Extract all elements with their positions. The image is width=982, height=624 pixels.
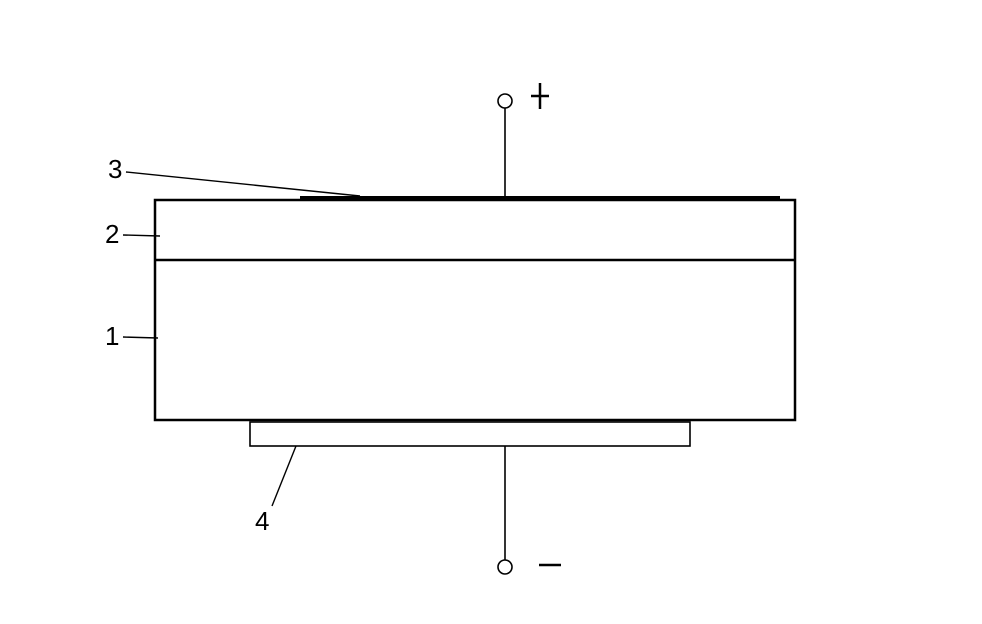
canvas-background — [0, 0, 982, 624]
leader-2 — [123, 235, 160, 236]
label-4: 4 — [255, 506, 269, 536]
leader-1 — [123, 337, 158, 338]
label-1: 1 — [105, 321, 119, 351]
label-3: 3 — [108, 154, 122, 184]
label-2: 2 — [105, 219, 119, 249]
